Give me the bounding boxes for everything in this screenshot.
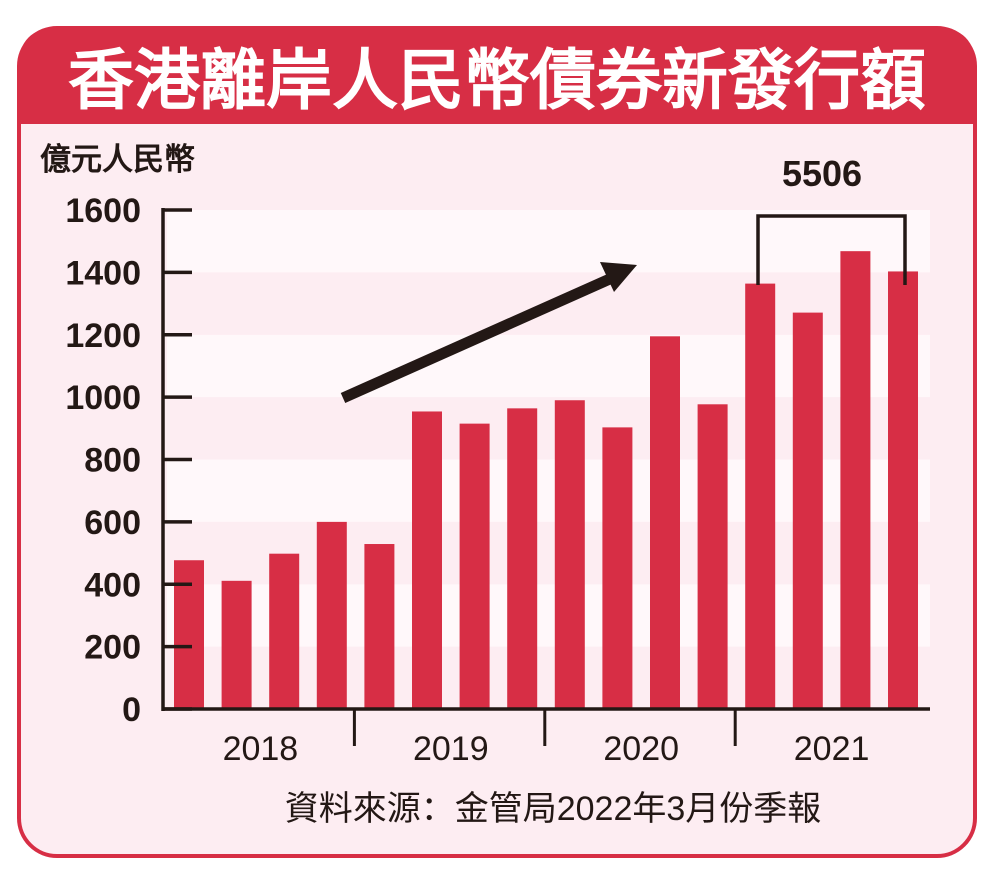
y-tick-label: 0	[122, 691, 141, 729]
trend-arrow	[340, 262, 637, 404]
bar-2018Q3	[269, 553, 300, 709]
bar-2020Q1	[554, 400, 585, 709]
bar-2021Q4	[888, 271, 918, 709]
source-note: 資料來源：金管局2022年3月份季報	[285, 790, 822, 828]
y-tick-label: 1200	[65, 317, 141, 355]
y-tick-label: 1400	[65, 254, 141, 292]
grid-band	[167, 210, 930, 273]
bar-2018Q4	[316, 521, 347, 709]
x-year-label: 2021	[794, 730, 870, 768]
bar-2019Q3	[459, 423, 490, 709]
bar-2019Q4	[507, 408, 538, 709]
y-tick-label: 1600	[65, 192, 141, 230]
title-banner	[19, 28, 975, 124]
y-tick-label: 200	[84, 629, 141, 667]
x-year-label: 2019	[413, 730, 489, 768]
bar-2021Q1	[745, 283, 776, 709]
y-tick-label: 800	[84, 442, 141, 480]
bar-2018Q2	[221, 580, 252, 709]
bar-2021Q3	[840, 251, 871, 710]
y-axis-label: 億元人民幣	[40, 142, 195, 177]
bar-2020Q4	[697, 404, 728, 709]
bar-2019Q1	[364, 544, 395, 709]
annotation-total: 5506	[782, 153, 862, 194]
bar-2020Q2	[602, 427, 633, 709]
annotation-bracket	[756, 214, 907, 285]
chart-title: 香港離岸人民幣債券新發行額	[68, 43, 926, 117]
x-year-label: 2018	[223, 730, 299, 768]
bar-2019Q2	[412, 411, 442, 709]
y-tick-label: 400	[84, 566, 141, 604]
bar-2020Q3	[650, 336, 680, 709]
x-year-label: 2020	[603, 730, 679, 768]
y-tick-label: 1000	[65, 379, 141, 417]
y-tick-label: 600	[84, 504, 141, 542]
bar-2021Q2	[792, 312, 823, 709]
